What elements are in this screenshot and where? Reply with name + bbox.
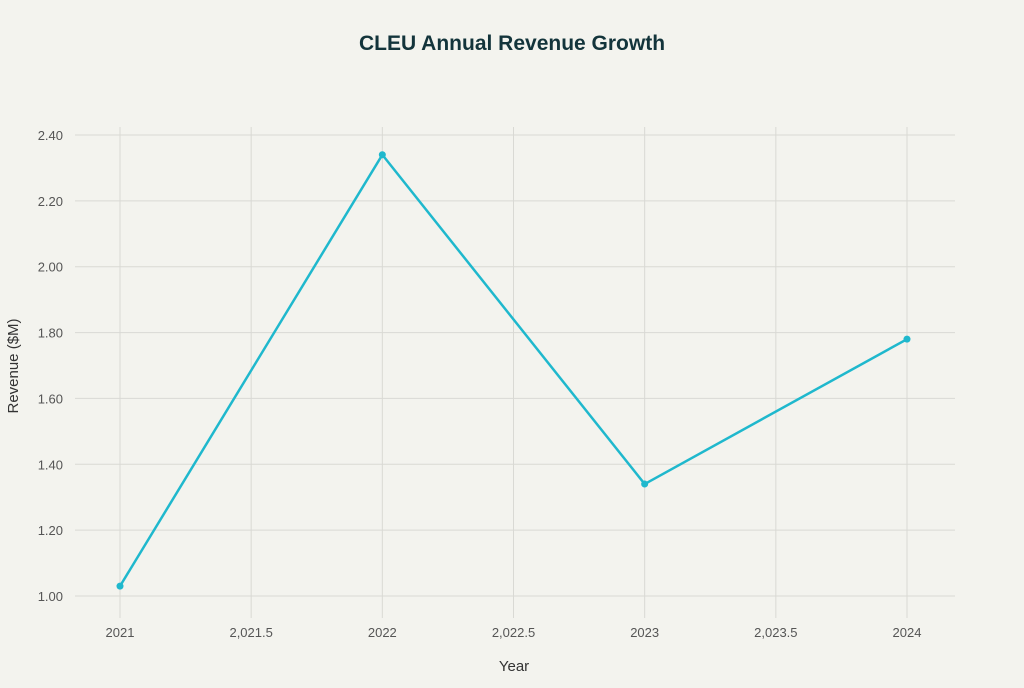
x-tick-label: 2,021.5 (229, 625, 272, 640)
x-tick-label: 2,022.5 (492, 625, 535, 640)
x-tick-label: 2022 (368, 625, 397, 640)
x-tick-label: 2023 (630, 625, 659, 640)
data-point (903, 335, 911, 343)
y-tick-label: 1.20 (38, 523, 63, 538)
data-point (378, 151, 386, 159)
x-tick-label: 2021 (106, 625, 135, 640)
y-tick-label: 2.40 (38, 128, 63, 143)
y-tick-label: 1.40 (38, 457, 63, 472)
x-tick-label: 2024 (893, 625, 922, 640)
x-tick-label: 2,023.5 (754, 625, 797, 640)
y-tick-label: 2.20 (38, 194, 63, 209)
data-point (641, 480, 649, 488)
series-line (118, 153, 908, 587)
y-tick-label: 1.60 (38, 391, 63, 406)
data-point (116, 582, 124, 590)
y-axis-label: Revenue ($M) (5, 318, 22, 413)
y-tick-label: 1.80 (38, 326, 63, 341)
y-tick-label: 1.00 (38, 589, 63, 604)
chart-title: CLEU Annual Revenue Growth (359, 32, 665, 55)
x-axis-label: Year (499, 658, 529, 675)
y-tick-label: 2.00 (38, 260, 63, 275)
